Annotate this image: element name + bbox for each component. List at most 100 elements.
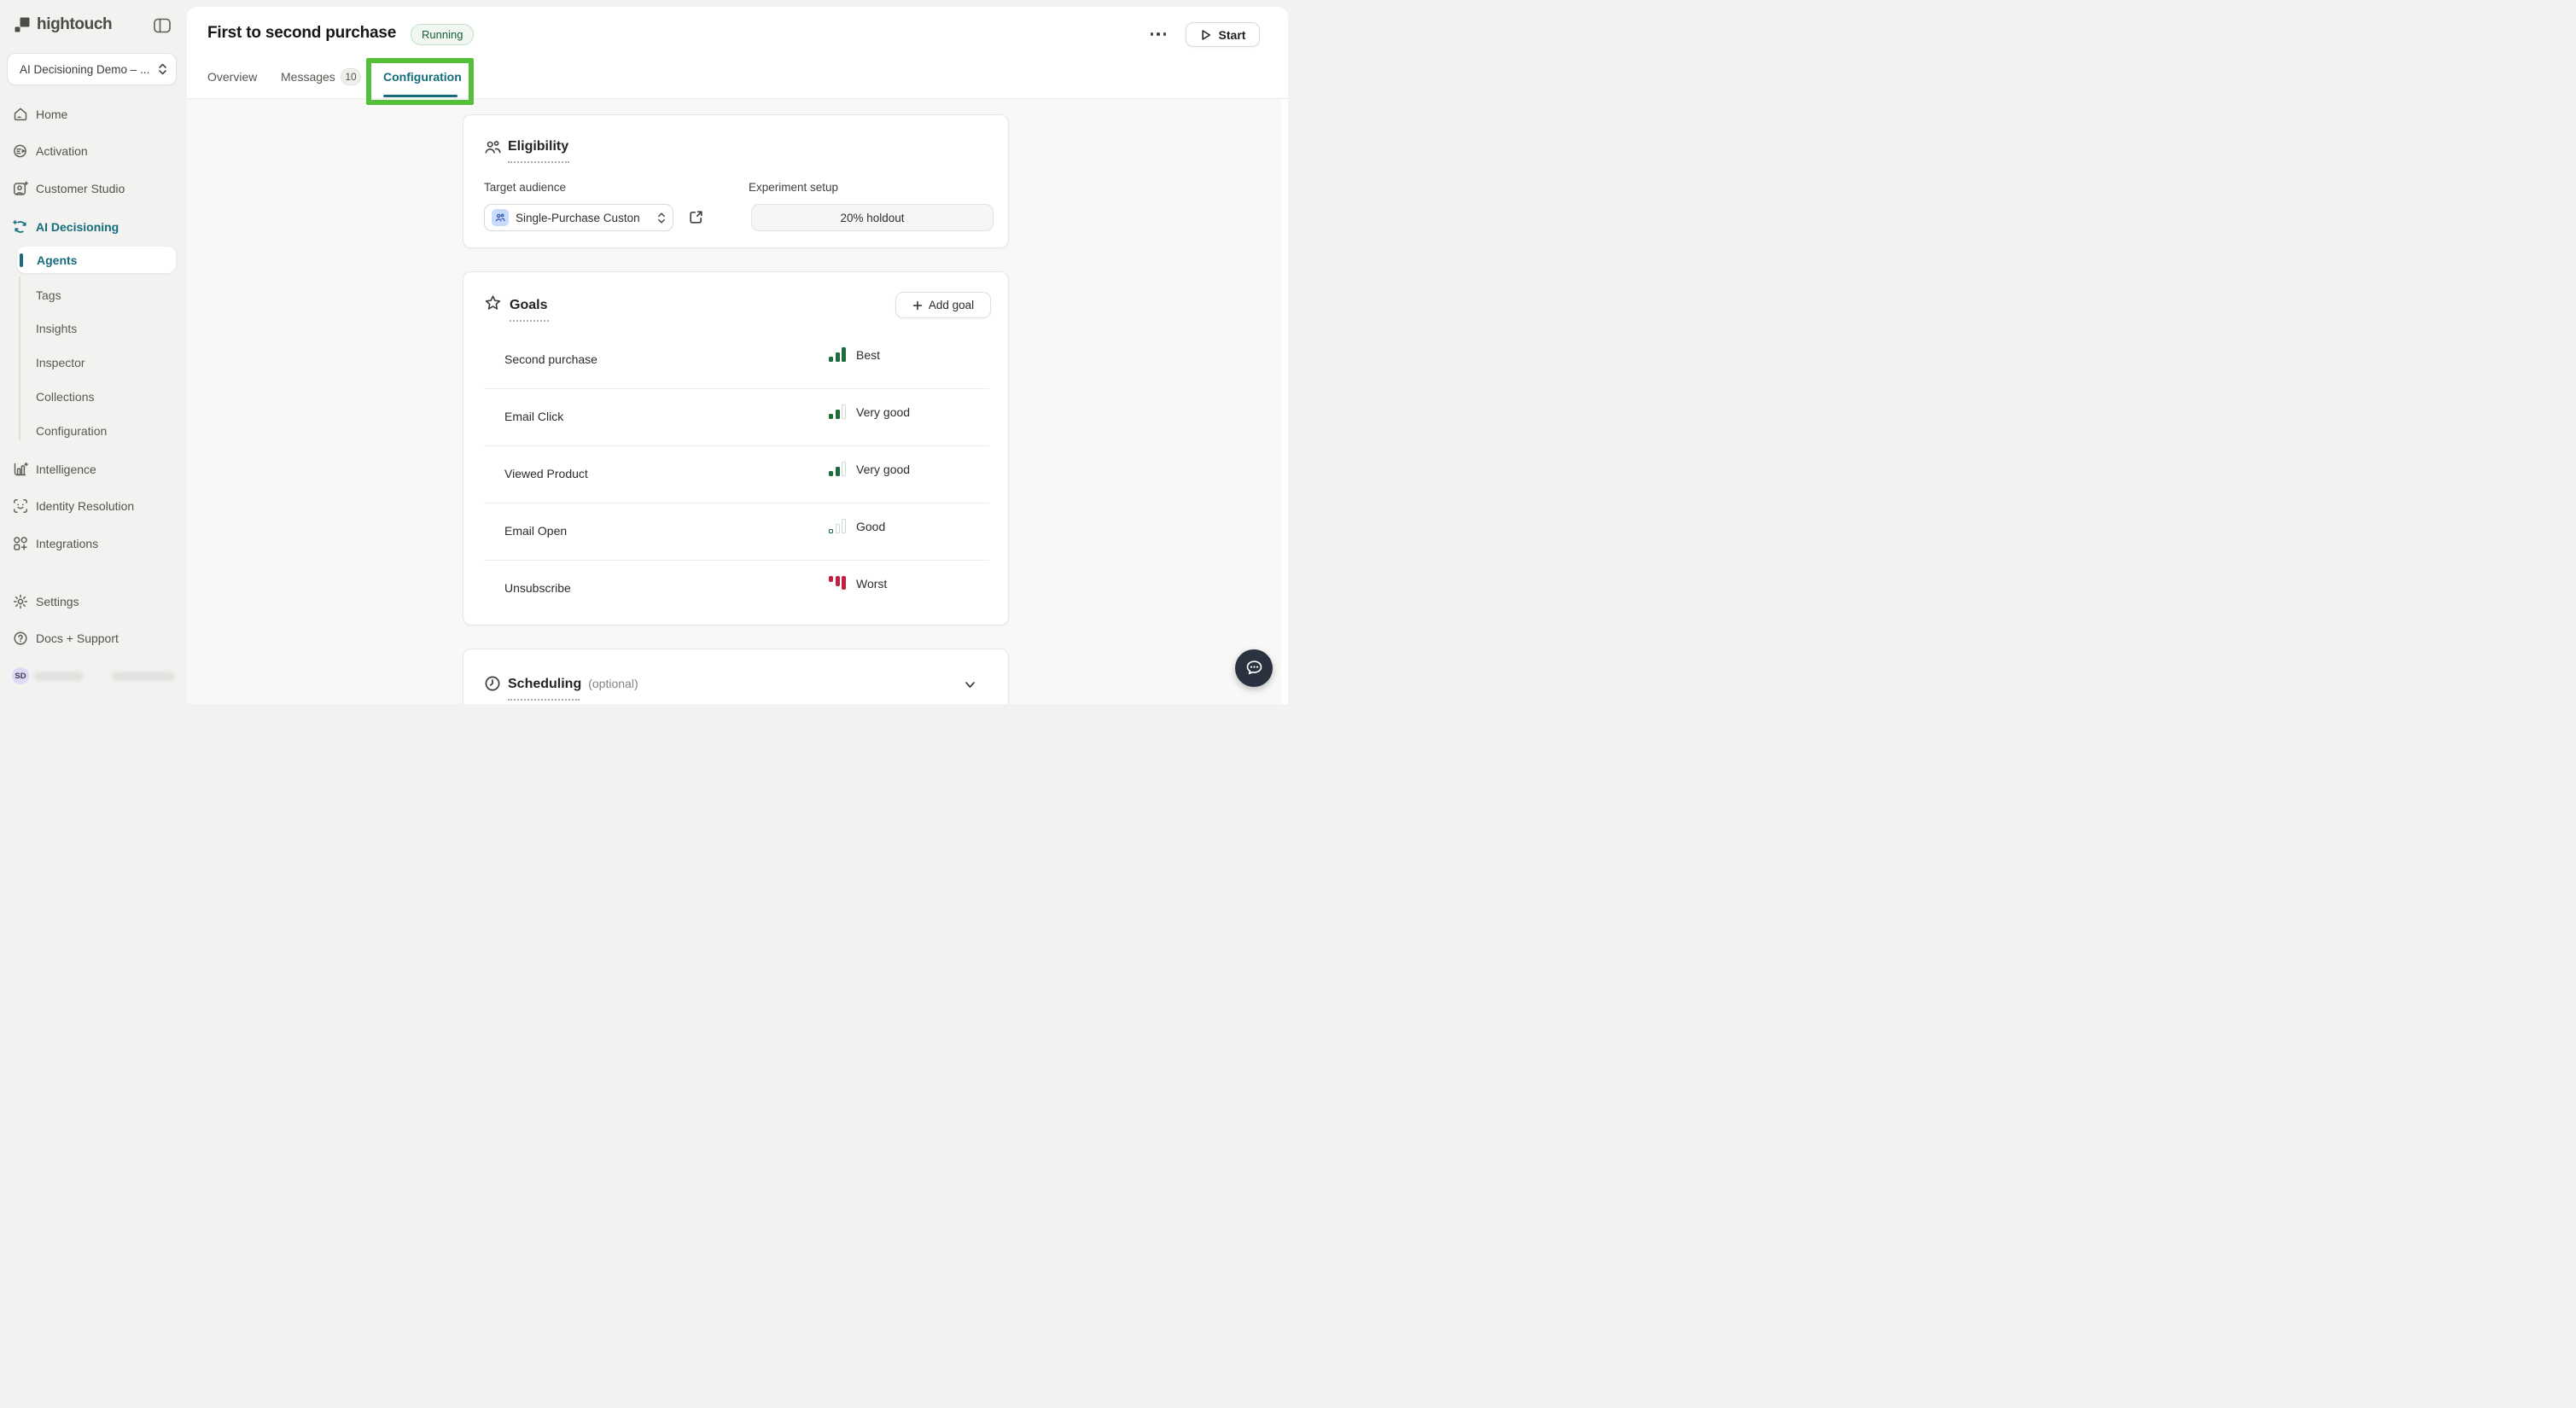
eligibility-card: Eligibility Target audience Single-Purch… bbox=[463, 114, 1009, 248]
goal-row[interactable]: Email Open Good bbox=[484, 503, 989, 560]
sidebar-item-label: Customer Studio bbox=[36, 182, 125, 195]
card-title: Eligibility bbox=[508, 139, 569, 154]
sidebar-item-settings[interactable]: Settings bbox=[0, 589, 187, 614]
audience-value: Single-Purchase Custon bbox=[516, 211, 640, 224]
add-goal-button[interactable]: Add goal bbox=[895, 292, 991, 318]
rating-bars-icon-very-good bbox=[829, 462, 846, 476]
goal-name: Viewed Product bbox=[504, 467, 588, 480]
scheduling-header[interactable]: Scheduling (optional) bbox=[508, 677, 638, 692]
sidebar-item-insights[interactable]: Insights bbox=[0, 316, 187, 341]
logo-wordmark: hightouch bbox=[37, 15, 113, 33]
tab-configuration[interactable]: Configuration bbox=[383, 70, 462, 84]
goal-name: Second purchase bbox=[504, 352, 597, 366]
active-tab-underline bbox=[383, 95, 458, 97]
sidebar-item-customer-studio[interactable]: Customer Studio bbox=[0, 176, 187, 201]
chevron-down-icon[interactable] bbox=[964, 678, 976, 691]
sidebar-item-tags[interactable]: Tags bbox=[0, 282, 187, 308]
dotted-underline bbox=[510, 320, 549, 322]
sidebar-item-collections[interactable]: Collections bbox=[0, 384, 187, 410]
start-button-label: Start bbox=[1218, 27, 1246, 42]
goal-rating: Worst bbox=[856, 576, 888, 591]
goal-rating: Very good bbox=[856, 462, 911, 476]
sidebar: hightouch AI Decisioning Demo – ... Home… bbox=[0, 0, 187, 704]
integrations-icon bbox=[13, 536, 28, 551]
clock-icon bbox=[484, 675, 501, 692]
rating-bars-icon-very-good bbox=[829, 404, 846, 419]
customer-studio-icon bbox=[13, 181, 28, 196]
rating-bars-icon-worst bbox=[829, 576, 846, 591]
start-button[interactable]: Start bbox=[1186, 22, 1260, 47]
page-title: First to second purchase bbox=[207, 24, 397, 42]
activation-icon bbox=[13, 143, 28, 159]
sidebar-item-label: Collections bbox=[36, 390, 95, 404]
sidebar-item-home[interactable]: Home bbox=[0, 102, 187, 127]
holdout-field[interactable]: 20% holdout bbox=[751, 204, 994, 231]
avatar[interactable]: SD bbox=[12, 667, 29, 684]
users-icon bbox=[484, 138, 502, 156]
scrollbar-gutter[interactable] bbox=[1281, 99, 1288, 704]
experiment-setup-label: Experiment setup bbox=[749, 181, 839, 194]
sidebar-item-identity-resolution[interactable]: Identity Resolution bbox=[0, 493, 187, 519]
home-icon bbox=[13, 107, 28, 122]
open-audience-external-link-icon[interactable] bbox=[689, 210, 703, 224]
goal-row[interactable]: Viewed Product Very good bbox=[484, 446, 989, 503]
ai-decisioning-icon bbox=[13, 219, 28, 235]
goal-name: Unsubscribe bbox=[504, 581, 571, 595]
goal-rating: Best bbox=[856, 347, 881, 362]
row-divider bbox=[484, 445, 989, 446]
sidebar-item-label: Integrations bbox=[36, 537, 99, 550]
sidebar-item-label[interactable]: Agents bbox=[37, 253, 78, 267]
audience-users-icon bbox=[492, 209, 509, 226]
logo: hightouch bbox=[14, 15, 113, 34]
row-divider bbox=[484, 560, 989, 561]
sidebar-item-label: Insights bbox=[36, 322, 78, 335]
card-title: Scheduling bbox=[508, 677, 582, 691]
goal-row[interactable]: Unsubscribe Worst bbox=[484, 561, 989, 617]
tab-overview[interactable]: Overview bbox=[207, 70, 258, 84]
subnav-guide-line bbox=[19, 276, 20, 440]
goal-row[interactable]: Second purchase Best bbox=[484, 332, 989, 388]
goal-row[interactable]: Email Click Very good bbox=[484, 389, 989, 445]
sidebar-item-label: Configuration bbox=[36, 424, 108, 438]
add-goal-label: Add goal bbox=[928, 299, 975, 311]
redacted-user-name bbox=[34, 672, 83, 681]
audience-select[interactable]: Single-Purchase Custon bbox=[484, 204, 673, 231]
sidebar-item-inspector[interactable]: Inspector bbox=[0, 350, 187, 375]
sidebar-item-integrations[interactable]: Integrations bbox=[0, 531, 187, 556]
sidebar-item-configuration[interactable]: Configuration bbox=[0, 418, 187, 444]
overflow-menu-icon[interactable] bbox=[1145, 26, 1172, 43]
row-divider bbox=[484, 388, 989, 389]
sidebar-item-activation[interactable]: Activation bbox=[0, 138, 187, 164]
optional-label: (optional) bbox=[588, 677, 638, 690]
dotted-underline bbox=[508, 699, 580, 701]
target-audience-label: Target audience bbox=[484, 181, 567, 194]
sidebar-item-label: Settings bbox=[36, 595, 79, 608]
chat-support-button[interactable] bbox=[1235, 649, 1273, 687]
sidebar-item-intelligence[interactable]: Intelligence bbox=[0, 457, 187, 482]
workspace-name: AI Decisioning Demo – ... bbox=[20, 62, 150, 76]
rating-bars-icon-good bbox=[829, 519, 846, 533]
tab-messages[interactable]: Messages bbox=[281, 70, 335, 84]
play-icon bbox=[1200, 29, 1212, 41]
goal-name: Email Open bbox=[504, 524, 568, 538]
sidebar-item-ai-decisioning[interactable]: AI Decisioning bbox=[0, 214, 187, 240]
sidebar-item-label: Intelligence bbox=[36, 463, 96, 476]
hightouch-logo-icon bbox=[14, 16, 31, 33]
gear-icon bbox=[13, 594, 28, 609]
goal-name: Email Click bbox=[504, 410, 564, 423]
collapse-sidebar-icon[interactable] bbox=[154, 18, 171, 33]
sidebar-item-agents[interactable] bbox=[17, 247, 176, 273]
card-title: Goals bbox=[510, 298, 548, 312]
sidebar-item-docs-support[interactable]: Docs + Support bbox=[0, 625, 187, 651]
dotted-underline bbox=[508, 161, 569, 163]
app-window: hightouch AI Decisioning Demo – ... Home… bbox=[0, 0, 1288, 704]
intelligence-icon bbox=[13, 462, 28, 477]
sidebar-item-label: Identity Resolution bbox=[36, 499, 135, 513]
sidebar-item-label: Tags bbox=[36, 288, 61, 302]
annotation-highlight-box bbox=[366, 58, 474, 105]
sidebar-item-label: Inspector bbox=[36, 356, 85, 369]
redacted-user-name bbox=[112, 672, 174, 681]
workspace-selector[interactable]: AI Decisioning Demo – ... bbox=[7, 53, 177, 85]
plus-icon bbox=[912, 300, 923, 311]
scheduling-card: Scheduling (optional) bbox=[463, 649, 1009, 704]
